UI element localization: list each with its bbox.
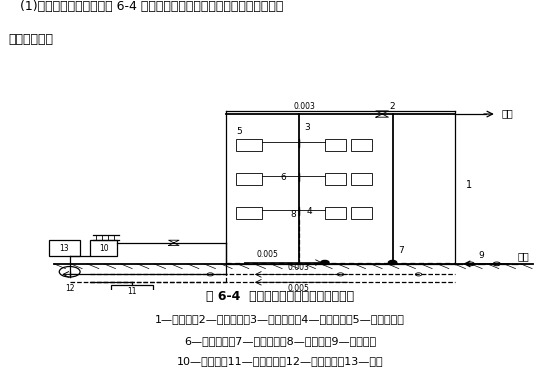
Text: 7: 7 xyxy=(398,246,404,255)
Text: (1)低压蒸汽采暖系统。图 6-4 为一完整的上分式低压蒸汽采暖系统的组成: (1)低压蒸汽采暖系统。图 6-4 为一完整的上分式低压蒸汽采暖系统的组成 xyxy=(20,0,283,13)
Text: 图 6-4  上分式低压蒸汽采暖系统示意图: 图 6-4 上分式低压蒸汽采暖系统示意图 xyxy=(206,290,354,303)
Text: 0.005: 0.005 xyxy=(288,283,310,293)
Text: 蒸汽: 蒸汽 xyxy=(502,108,514,118)
Text: 4: 4 xyxy=(307,207,312,216)
Text: 5: 5 xyxy=(236,127,242,137)
Bar xyxy=(236,173,263,185)
Text: 1: 1 xyxy=(465,180,472,190)
Bar xyxy=(111,285,153,298)
Text: 1—总立管；2—蒸汽干管；3—蒸汽立管；4—蒸汽支管；5—凝水支管；: 1—总立管；2—蒸汽干管；3—蒸汽立管；4—蒸汽支管；5—凝水支管； xyxy=(155,314,405,324)
Bar xyxy=(236,139,263,151)
Bar xyxy=(49,240,80,256)
Text: 8: 8 xyxy=(291,210,296,219)
Text: 形式示意图。: 形式示意图。 xyxy=(8,33,53,46)
Circle shape xyxy=(321,260,329,264)
Circle shape xyxy=(416,273,422,276)
Text: 10—分汽缸；11—凝结水筱；12—凝结水泵；13—锅炉: 10—分汽缸；11—凝结水筱；12—凝结水泵；13—锅炉 xyxy=(177,356,383,366)
Bar xyxy=(351,207,372,219)
Circle shape xyxy=(467,262,474,266)
Text: 6—凝水立管；7—凝水干管；8—调节阀；9—疏水器；: 6—凝水立管；7—凝水干管；8—调节阀；9—疏水器； xyxy=(184,336,376,346)
Text: 0.003: 0.003 xyxy=(288,263,310,272)
Text: 13: 13 xyxy=(60,244,69,253)
Circle shape xyxy=(493,262,501,266)
Text: 2: 2 xyxy=(390,102,395,111)
Text: 凝水: 凝水 xyxy=(517,251,529,261)
Bar xyxy=(325,207,346,219)
Text: 6: 6 xyxy=(280,173,286,182)
Text: 0.003: 0.003 xyxy=(293,102,315,111)
Text: 0.005: 0.005 xyxy=(256,250,278,259)
Circle shape xyxy=(389,260,396,264)
Bar xyxy=(351,139,372,151)
Text: 3: 3 xyxy=(304,123,310,132)
Bar xyxy=(236,207,263,219)
Text: 12: 12 xyxy=(65,283,74,293)
Circle shape xyxy=(207,273,213,276)
Text: 10: 10 xyxy=(99,244,108,253)
Text: 9: 9 xyxy=(478,251,484,260)
Bar xyxy=(325,173,346,185)
Bar xyxy=(325,139,346,151)
Bar xyxy=(351,173,372,185)
Text: 11: 11 xyxy=(128,287,137,296)
Circle shape xyxy=(337,273,344,276)
Bar xyxy=(91,240,116,256)
